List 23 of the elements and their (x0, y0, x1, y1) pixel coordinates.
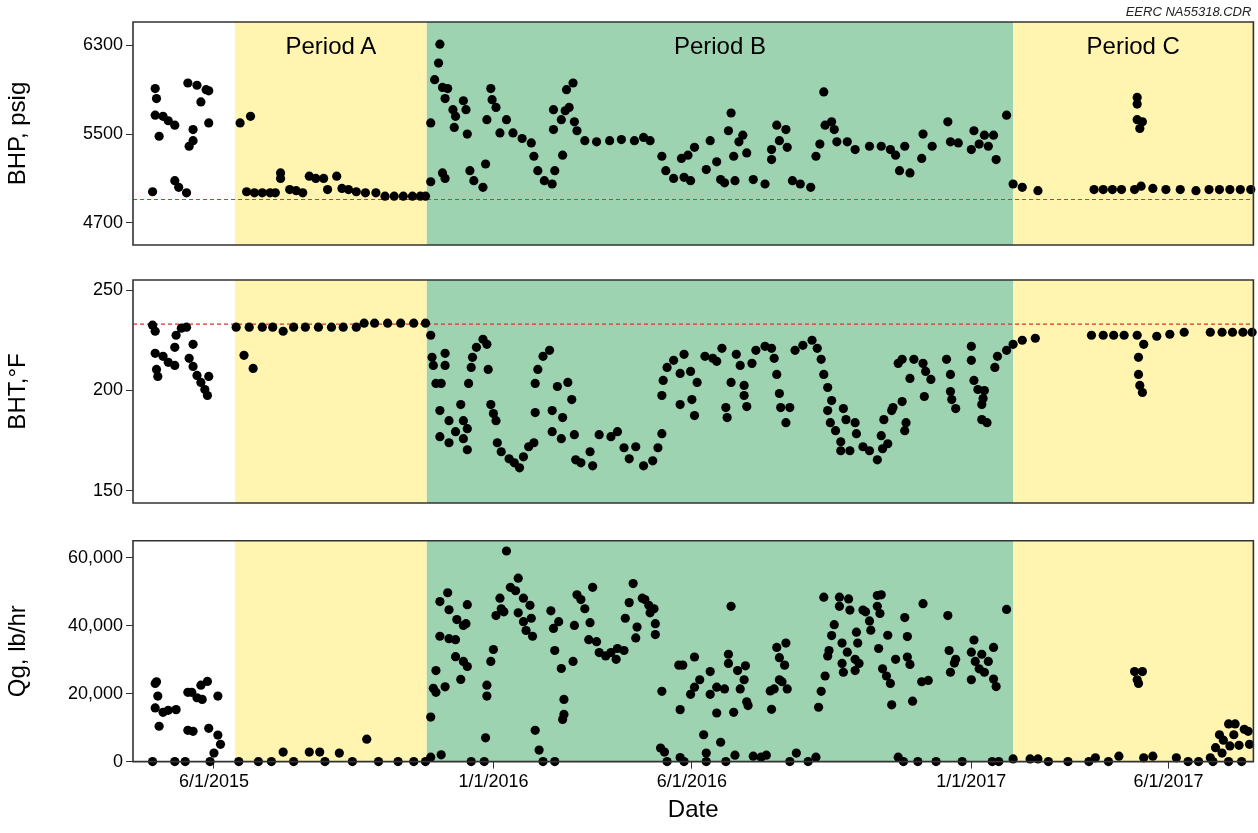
y-axis-title: BHT,°F (3, 353, 31, 430)
band-label: Period C (1086, 31, 1180, 59)
y-tick-label: 250 (92, 279, 123, 300)
y-tick-label: 60,000 (67, 546, 123, 567)
text: EERC NA55318.CDR (1125, 4, 1252, 20)
y-tick-label: 5500 (82, 123, 123, 144)
y-tick-label: 6300 (82, 34, 123, 55)
x-tick-label: 6/1/2016 (656, 771, 727, 792)
y-tick-label: 4700 (82, 211, 123, 232)
x-tick-label: 1/1/2017 (936, 771, 1007, 792)
y-tick-label: 20,000 (67, 682, 123, 703)
band-label: Period B (673, 31, 766, 59)
x-tick-label: 6/1/2015 (178, 771, 249, 792)
y-tick-label: 150 (92, 479, 123, 500)
x-tick-label: 6/1/2017 (1133, 771, 1204, 792)
band-label: Period A (285, 31, 377, 59)
x-axis-title: Date (667, 795, 719, 823)
y-axis-title: Qg, lb/hr (3, 605, 31, 698)
y-tick-label: 200 (92, 379, 123, 400)
y-tick-label: 40,000 (67, 614, 123, 635)
y-tick-label: 0 (112, 750, 123, 771)
y-axis-title: BHP, psig (3, 81, 31, 186)
x-tick-label: 1/1/2016 (458, 771, 529, 792)
